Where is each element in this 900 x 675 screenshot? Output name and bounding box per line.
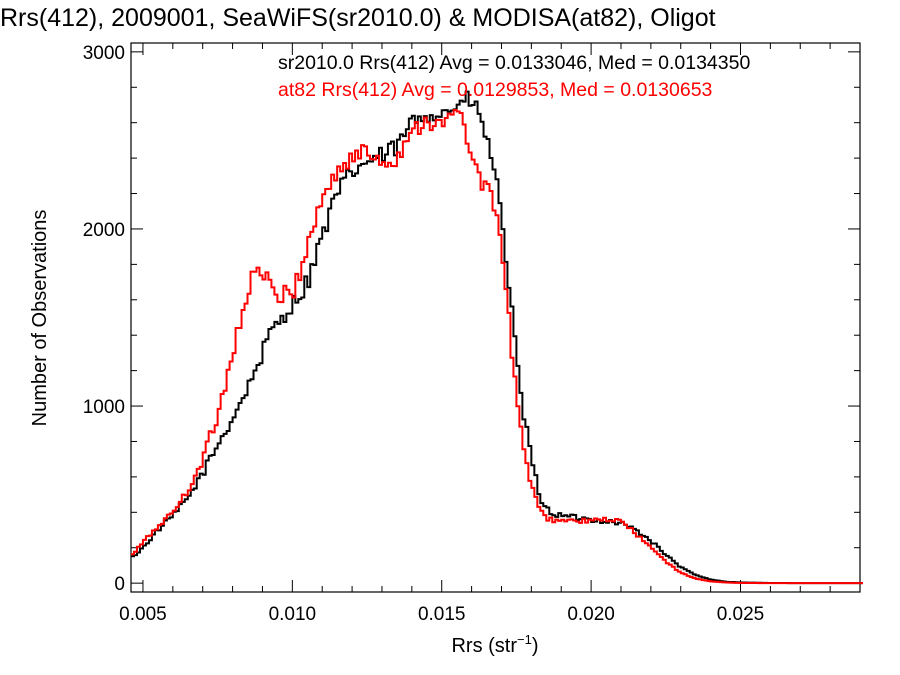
- axis-ticks: [131, 43, 860, 592]
- x-tick-label: 0.005: [119, 604, 167, 625]
- x-tick-label: 0.020: [567, 604, 615, 625]
- x-axis-label-close: ): [532, 635, 539, 657]
- x-axis-label-base: Rrs (str: [451, 635, 517, 657]
- series-sr2010-line: [131, 90, 863, 585]
- series-at82-line: [131, 109, 863, 585]
- y-tick-label: 3000: [83, 43, 125, 64]
- plot-frame: [130, 42, 861, 593]
- x-tick-label: 0.025: [717, 604, 765, 625]
- legend-entry-1: sr2010.0 Rrs(412) Avg = 0.0133046, Med =…: [278, 52, 750, 74]
- y-tick-label: 0: [114, 574, 125, 595]
- y-tick-label: 1000: [83, 397, 125, 418]
- x-tick-label: 0.015: [418, 604, 466, 625]
- y-tick-labels: 0 1000 2000 3000: [83, 43, 125, 595]
- x-axis-label: Rrs (str−1): [451, 632, 538, 657]
- x-tick-label: 0.010: [269, 604, 317, 625]
- x-tick-labels: 0.005 0.010 0.015 0.020 0.025: [119, 604, 764, 625]
- x-axis-label-sup: −1: [517, 632, 532, 647]
- y-tick-label: 2000: [83, 220, 125, 241]
- legend-entry-2: at82 Rrs(412) Avg = 0.0129853, Med = 0.0…: [278, 79, 712, 101]
- series-layer: [131, 90, 863, 585]
- chart-title: Rrs(412), 2009001, SeaWiFS(sr2010.0) & M…: [0, 4, 716, 32]
- y-axis-label: Number of Observations: [29, 210, 51, 427]
